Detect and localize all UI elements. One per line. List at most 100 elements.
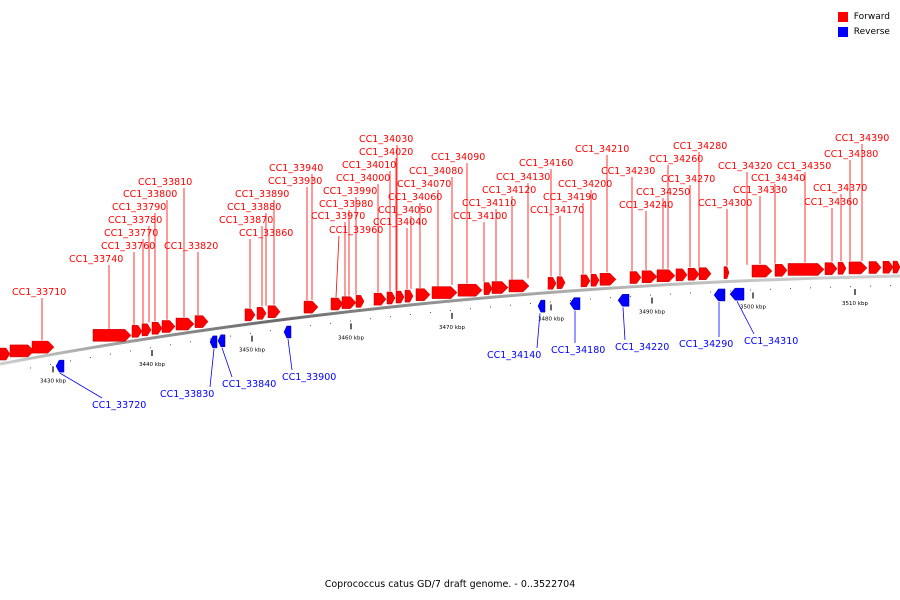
minor-tick — [70, 360, 71, 362]
gene-label-forward: CC1_34010 — [342, 160, 396, 171]
forward-gene — [0, 347, 11, 361]
reverse-gene — [209, 335, 218, 349]
gene-label-forward: CC1_33770 — [104, 228, 158, 239]
gene-label-forward: CC1_33710 — [12, 287, 66, 298]
gene-label-reverse: CC1_33840 — [222, 379, 276, 390]
tick-label: 3430 kbp — [40, 378, 66, 384]
gene-label-forward: CC1_34250 — [636, 187, 690, 198]
gene-label-forward: CC1_34110 — [462, 198, 516, 209]
gene-label-forward: CC1_34230 — [601, 166, 655, 177]
gene-label-forward: CC1_33970 — [311, 211, 365, 222]
reverse-swatch — [837, 26, 848, 37]
minor-tick — [510, 304, 511, 306]
minor-tick — [850, 286, 851, 288]
minor-tick — [270, 330, 271, 332]
minor-tick — [730, 290, 731, 292]
tick-label: 3490 kbp — [639, 310, 665, 316]
minor-tick — [210, 338, 211, 340]
gene-label-forward: CC1_34380 — [824, 149, 878, 160]
minor-tick — [90, 356, 91, 358]
gene-label-forward: CC1_34190 — [543, 192, 597, 203]
minor-tick — [690, 292, 691, 294]
gene-label-forward: CC1_33990 — [323, 186, 377, 197]
minor-tick — [190, 341, 191, 343]
minor-tick — [590, 298, 591, 300]
gene-label-reverse: CC1_34310 — [744, 336, 798, 347]
gene-label-forward: CC1_34170 — [530, 205, 584, 216]
forward-gene — [599, 273, 617, 286]
forward-gene — [580, 274, 591, 288]
forward-swatch — [837, 11, 848, 22]
forward-gene — [386, 291, 396, 305]
forward-gene — [508, 279, 530, 293]
forward-gene — [547, 277, 557, 290]
genome-caption: Coprococcus catus GD/7 draft genome. - 0… — [324, 579, 576, 590]
forward-gene — [92, 329, 132, 342]
gene-label-forward: CC1_34070 — [397, 179, 451, 190]
reverse-gene — [729, 287, 745, 301]
gene-label-forward: CC1_33760 — [101, 241, 155, 252]
minor-tick — [130, 350, 131, 352]
label-leader — [59, 372, 103, 399]
forward-gene — [675, 268, 688, 282]
minor-tick — [410, 314, 411, 316]
forward-gene — [556, 276, 566, 289]
forward-gene — [787, 263, 825, 276]
reverse-gene — [55, 359, 65, 373]
gene-label-forward: CC1_33810 — [138, 177, 192, 188]
minor-tick — [330, 322, 331, 324]
gene-label-forward: CC1_33880 — [227, 202, 281, 213]
gene-label-forward: CC1_34050 — [378, 205, 432, 216]
minor-tick — [770, 288, 771, 290]
forward-gene — [131, 325, 143, 338]
forward-gene — [194, 315, 209, 328]
minor-tick — [750, 289, 751, 291]
legend-reverse: Reverse — [837, 24, 890, 39]
forward-gene — [244, 308, 256, 322]
forward-gene — [491, 281, 509, 294]
reverse-gene — [537, 299, 546, 313]
forward-gene — [355, 295, 365, 308]
gene-label-forward: CC1_34080 — [409, 166, 463, 177]
forward-gene — [373, 292, 387, 306]
gene-label-forward: CC1_34340 — [751, 173, 805, 184]
label-leader — [736, 300, 755, 335]
forward-gene — [395, 290, 405, 304]
forward-gene — [751, 264, 773, 278]
minor-tick — [610, 297, 611, 299]
tick-label: 3470 kbp — [439, 325, 465, 331]
gene-label-forward: CC1_34060 — [388, 192, 442, 203]
label-leader — [622, 307, 626, 341]
minor-tick — [550, 301, 551, 303]
gene-label-forward: CC1_34090 — [431, 152, 485, 163]
minor-tick — [830, 286, 831, 288]
forward-gene — [31, 340, 55, 354]
gene-label-forward: CC1_34000 — [336, 173, 390, 184]
forward-gene — [774, 264, 788, 277]
forward-gene — [431, 286, 458, 299]
minor-tick — [650, 294, 651, 296]
gene-label-forward: CC1_34390 — [835, 133, 889, 144]
reverse-gene — [617, 294, 630, 307]
forward-gene — [303, 300, 319, 314]
forward-gene — [723, 266, 730, 279]
forward-gene — [330, 297, 344, 311]
minor-tick — [810, 287, 811, 289]
tick-label: 3450 kbp — [239, 348, 265, 354]
gene-label-reverse: CC1_34290 — [679, 339, 733, 350]
gene-labels: CC1_33710 CC1_33740 CC1_33760 CC1_33770 CC1_… — [12, 133, 889, 411]
minor-tick — [50, 363, 51, 365]
gene-label-reverse: CC1_33830 — [160, 389, 214, 400]
tick-label: 3510 kbp — [842, 301, 868, 307]
gene-label-forward: CC1_33800 — [123, 189, 177, 200]
forward-gene — [641, 270, 658, 283]
minor-tick — [450, 310, 451, 312]
forward-gene — [892, 260, 900, 274]
minor-tick — [390, 316, 391, 318]
forward-gene — [824, 262, 838, 275]
minor-tick — [110, 353, 111, 355]
forward-gene — [141, 323, 152, 337]
forward-gene — [848, 261, 868, 275]
gene-label-reverse: CC1_33720 — [92, 400, 146, 411]
gene-label-forward: CC1_34200 — [558, 179, 612, 190]
